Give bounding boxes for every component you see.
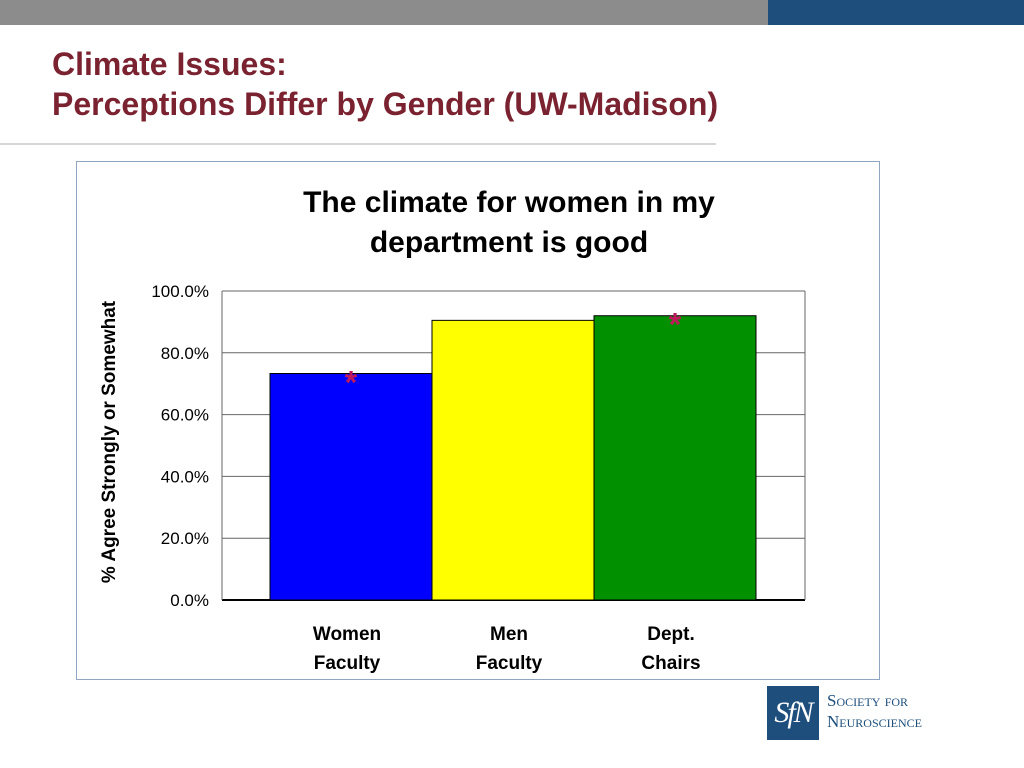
x-tick-label: Men [490,624,528,645]
bar-dept-chairs [593,315,757,601]
slide-title-line-2: Perceptions Differ by Gender (UW-Madison… [52,86,719,122]
x-tick-label: Chairs [641,653,700,674]
bar-women-faculty [269,373,433,601]
y-axis-label: % Agree Strongly or Somewhat [99,300,120,583]
sfn-logo: SfN Society for Neuroscience [767,686,967,742]
y-tick-label: 40.0% [161,467,209,486]
y-tick-label: 20.0% [161,529,209,548]
chart-title-line-1: The climate for women in my [303,186,715,219]
chart-title-line-2: department is good [370,226,648,259]
title-divider [0,143,716,145]
chart-container: The climate for women in my department is… [76,161,880,680]
significance-asterisk: * [669,307,682,343]
sfn-logo-mark: SfN [767,686,819,740]
y-tick-label: 60.0% [161,406,209,425]
x-tick-label: Women [313,624,381,645]
y-tick-label: 100.0% [151,282,209,301]
y-tick-label: 0.0% [170,591,209,610]
bar-chart: The climate for women in my department is… [99,186,806,674]
slide-title: Climate Issues: Perceptions Differ by Ge… [52,44,718,124]
x-tick-label: Faculty [314,653,381,674]
sfn-logo-line-2: Neuroscience [827,712,922,731]
significance-asterisk: * [345,365,358,401]
x-tick-label: Faculty [476,653,543,674]
top-bar-gray [0,0,768,25]
y-tick-label: 80.0% [161,344,209,363]
sfn-logo-line-1: Society for [827,691,909,710]
top-bar-blue [768,0,1024,25]
x-tick-label: Dept. [647,624,695,645]
slide-title-line-1: Climate Issues: [52,46,287,82]
bar-men-faculty [431,319,595,601]
sfn-logo-text: Society for Neuroscience [827,690,922,732]
